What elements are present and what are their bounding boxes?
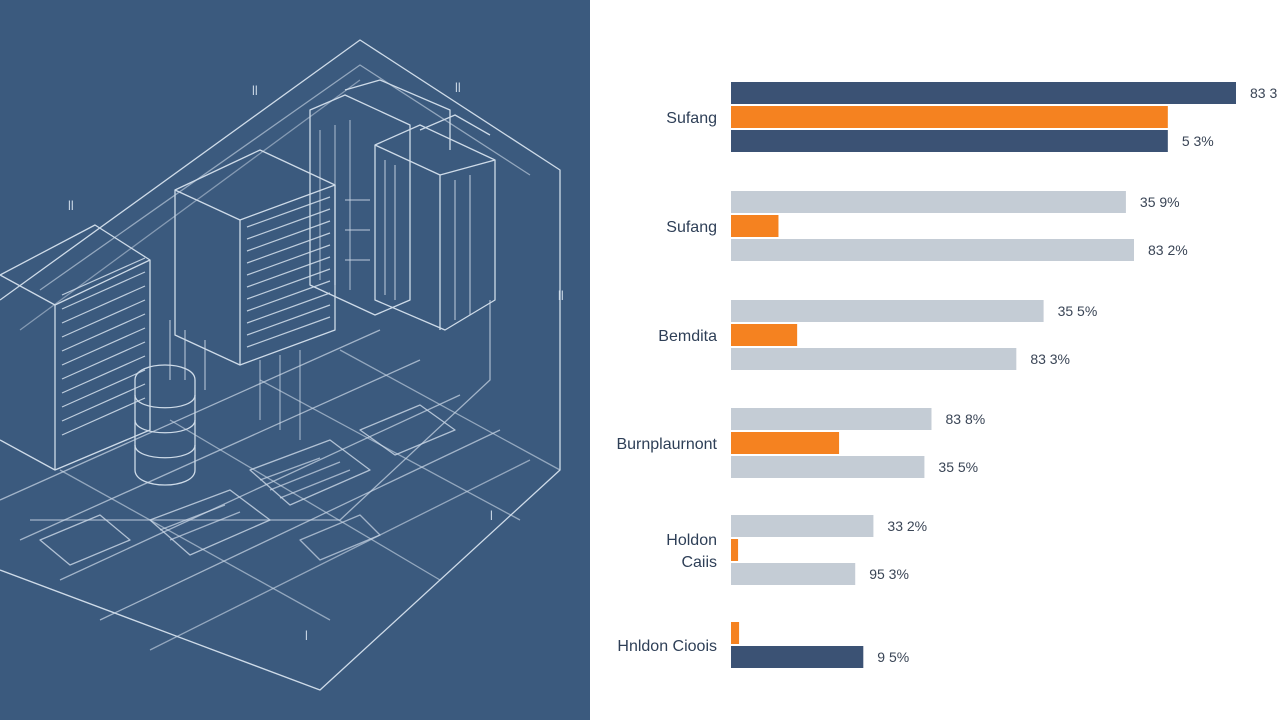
blueprint-dimension-mark: ll: [68, 198, 74, 213]
value-label: 33 2%: [887, 518, 927, 534]
category-label: Sufang: [666, 219, 717, 236]
category-label: Burnplaurnont: [616, 436, 717, 453]
bar-secondary: [731, 191, 1126, 213]
blueprint-dimension-mark: ll: [558, 288, 564, 303]
bar-secondary: [731, 300, 1044, 322]
bar-primary: [731, 130, 1168, 152]
bar-highlight: [731, 432, 840, 454]
blueprint-dimension-mark: ll: [455, 80, 461, 95]
value-label: 35 9%: [1140, 194, 1180, 210]
bar-highlight: [731, 215, 779, 237]
blueprint-dimension-mark: ll: [252, 83, 258, 98]
bar-chart: Sufang 83 3 5 3% Sufang 35 9% 83 2% Bemdita 35 …: [590, 0, 1280, 720]
category-label: Sufang: [666, 110, 717, 127]
value-label: 83 3%: [1030, 351, 1070, 367]
bar-primary: [731, 646, 864, 668]
bar-secondary: [731, 563, 856, 585]
blueprint-dimension-mark: l: [490, 508, 493, 523]
blueprint-dimension-mark: l: [305, 628, 308, 643]
bar-highlight: [731, 106, 1168, 128]
bar-highlight: [731, 539, 739, 561]
category-label: Hnldon Cioois: [617, 638, 717, 655]
value-label: 83 3: [1250, 85, 1277, 101]
bar-secondary: [731, 239, 1134, 261]
bar-primary: [731, 82, 1236, 104]
category-label: Bemdita: [658, 328, 717, 345]
blueprint-panel: ll ll ll ll l l: [0, 0, 590, 720]
bar-secondary: [731, 456, 925, 478]
bar-secondary: [731, 515, 874, 537]
value-label: 35 5%: [1058, 303, 1098, 319]
bar-chart-canvas: Sufang 83 3 5 3% Sufang 35 9% 83 2% Bemdita 35 …: [616, 82, 1277, 668]
value-label: 5 3%: [1182, 133, 1214, 149]
value-label: 9 5%: [877, 649, 909, 665]
value-label: 83 2%: [1148, 242, 1188, 258]
value-label: 95 3%: [869, 566, 909, 582]
bar-secondary: [731, 408, 932, 430]
bar-highlight: [731, 622, 740, 644]
category-label: Holdon Caiis: [666, 532, 717, 571]
value-label: 35 5%: [938, 459, 978, 475]
value-label: 83 8%: [945, 411, 985, 427]
bar-secondary: [731, 348, 1017, 370]
bar-highlight: [731, 324, 798, 346]
